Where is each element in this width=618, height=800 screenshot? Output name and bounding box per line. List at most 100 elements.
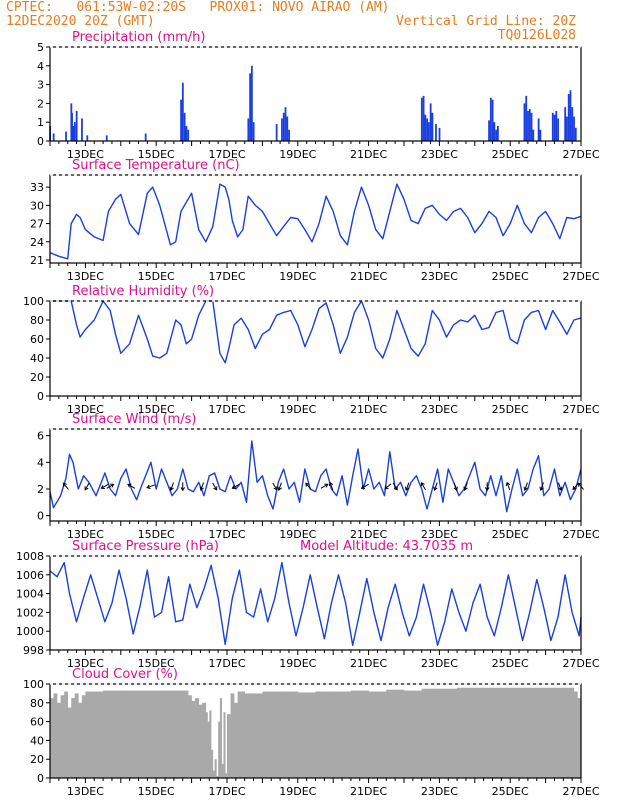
cloud-cover-bar <box>60 695 65 778</box>
x-tick-label: 17DEC <box>208 148 245 161</box>
x-tick-label: 23DEC <box>421 528 458 541</box>
y-tick-label: 0 <box>37 135 44 148</box>
wind-arrow-head <box>433 486 438 491</box>
cloud-cover-bar <box>173 690 189 778</box>
cloud-cover-bar <box>81 695 86 778</box>
precip-bar <box>183 112 186 141</box>
wind-arrow <box>106 483 114 489</box>
cloud-cover-bar <box>234 702 238 778</box>
x-tick-label: 27DEC <box>562 148 599 161</box>
precip-bar <box>566 116 568 141</box>
y-tick-label: 4 <box>37 60 44 73</box>
wind-arrow <box>101 483 109 489</box>
x-tick-label: 17DEC <box>208 785 245 798</box>
precip-bar <box>71 112 73 141</box>
x-tick-label: 25DEC <box>492 403 529 416</box>
cloud-cover-bar <box>474 687 493 778</box>
y-tick-label: 60 <box>30 333 44 346</box>
wind-arrow <box>232 483 240 489</box>
cloud-cover-bar <box>237 691 245 778</box>
x-tick-label: 21DEC <box>350 785 387 798</box>
wind-arrow <box>464 482 468 491</box>
wind-arrow-head <box>420 482 425 487</box>
precip-bar <box>282 112 285 141</box>
cloud-cover-bar <box>223 712 226 778</box>
x-tick-label: 23DEC <box>421 270 458 283</box>
precip-bar <box>571 107 574 141</box>
x-tick-label: 15DEC <box>138 148 175 161</box>
cloud-cover-bar <box>191 700 196 778</box>
x-tick-label: 23DEC <box>421 657 458 670</box>
panel-frame <box>49 46 582 142</box>
precip-bar <box>422 95 425 141</box>
y-tick-label: 1004 <box>16 588 44 601</box>
cloud-cover-bar <box>350 690 369 778</box>
cloud-cover-bar <box>202 702 207 778</box>
cloud-cover-bar <box>315 691 334 778</box>
cloud-cover-bar <box>218 721 221 778</box>
x-tick-label: 23DEC <box>421 148 458 161</box>
y-tick-label: 33 <box>30 181 44 194</box>
precip-bar <box>105 135 108 141</box>
precip-bar <box>564 107 567 141</box>
precip-bar <box>181 82 184 141</box>
x-tick-label: 21DEC <box>350 528 387 541</box>
x-tick-label: 13DEC <box>67 403 104 416</box>
cloud-cover-bar <box>120 690 139 778</box>
x-tick-label: 15DEC <box>138 270 175 283</box>
wind-arrow <box>524 482 528 491</box>
cloud-cover-bar <box>227 714 231 778</box>
precip-bar <box>573 116 575 141</box>
cloud-cover-bar <box>297 692 316 778</box>
y-tick-label: 4 <box>37 456 44 469</box>
header-location: CPTEC: 061:53W-02:20S PROX01: NOVO AIRAO… <box>6 0 390 15</box>
wind-arrow-head <box>539 486 544 491</box>
wind-arrow-head <box>384 485 389 490</box>
cloud-cover-bar <box>219 698 222 778</box>
y-tick-label: 2 <box>37 483 44 496</box>
panel-title: Relative Humidity (%) <box>72 284 214 299</box>
cloud-cover-bar <box>214 759 217 778</box>
cloud-cover-bar <box>53 693 58 778</box>
precip-bar <box>567 94 570 141</box>
cloud-cover-bar <box>492 687 511 778</box>
panel-title: Surface Temperature (nC) <box>72 158 240 173</box>
panel-title: Surface Pressure (hPa) <box>72 539 219 554</box>
precip-bar <box>491 99 494 141</box>
x-tick-label: 13DEC <box>67 785 104 798</box>
wind-arrow <box>170 482 174 491</box>
precip-bar <box>275 124 278 141</box>
precip-bar <box>185 125 188 141</box>
y-tick-label: 21 <box>30 254 44 267</box>
precip-bar <box>488 120 490 141</box>
precip-bar <box>187 129 190 141</box>
y-tick-label: 60 <box>30 716 44 729</box>
x-tick-label: 19DEC <box>279 270 316 283</box>
x-tick-label: 27DEC <box>562 403 599 416</box>
cloud-cover-bar <box>510 687 529 778</box>
wind-arrow <box>212 482 218 491</box>
precip-bar <box>569 90 572 141</box>
x-tick-label: 25DEC <box>492 657 529 670</box>
precip-bar <box>144 133 147 141</box>
x-tick-label: 13DEC <box>67 270 104 283</box>
cloud-cover-bar <box>71 698 76 778</box>
cloud-cover-bar <box>85 691 104 778</box>
wind-arrow <box>200 482 205 491</box>
x-tick-label: 23DEC <box>421 785 458 798</box>
cloud-cover-bar <box>209 710 212 778</box>
wind-arrow <box>329 482 334 491</box>
y-tick-label: 1000 <box>16 625 44 638</box>
wind-arrow <box>434 482 438 491</box>
x-tick-label: 27DEC <box>562 785 599 798</box>
cloud-cover-bar <box>333 691 352 778</box>
precip-bar <box>52 133 55 141</box>
cloud-cover-bar <box>221 763 224 778</box>
cloud-cover-bar <box>262 691 281 778</box>
wind-arrow-head <box>231 484 236 489</box>
y-tick-label: 6 <box>37 430 44 443</box>
wind-arrow <box>361 483 369 489</box>
wind-arrow <box>272 482 278 491</box>
cloud-cover-bar <box>188 695 192 778</box>
